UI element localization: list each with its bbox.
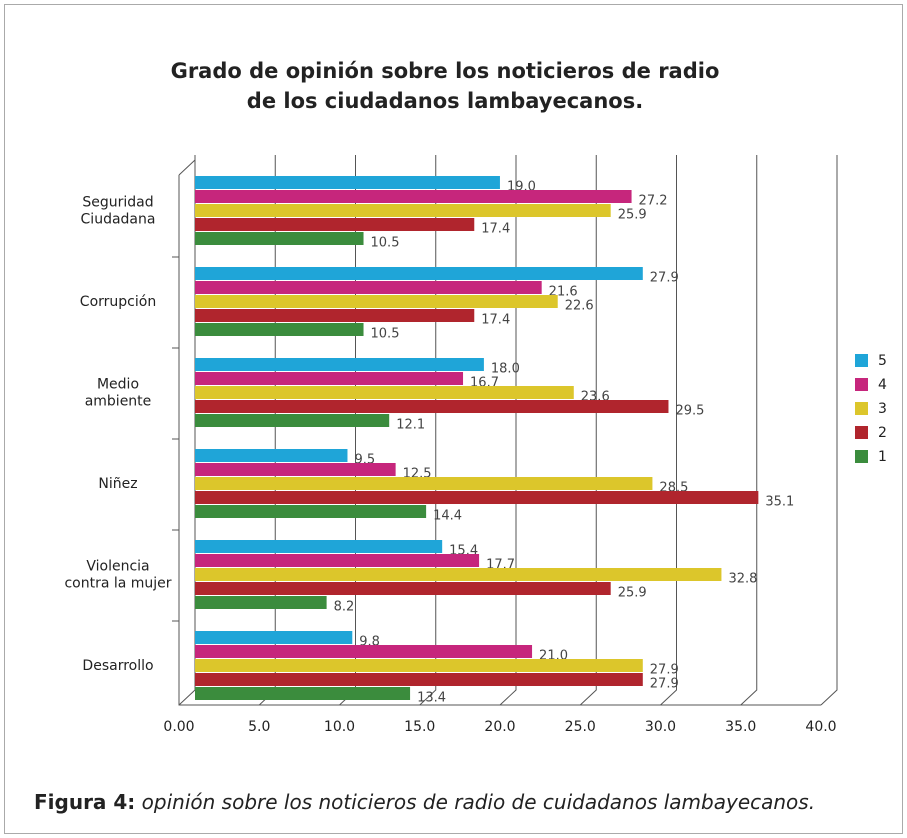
x-tick-label: 5.0 <box>248 719 270 735</box>
data-label: 35.1 <box>765 495 794 510</box>
legend-swatch <box>855 378 868 391</box>
bar <box>195 463 396 476</box>
grid-line <box>178 155 196 706</box>
legend-label: 2 <box>878 425 887 441</box>
bar <box>195 596 327 609</box>
bar <box>195 190 632 203</box>
grid-line <box>579 155 597 706</box>
x-tick-label: 30.0 <box>645 719 676 735</box>
legend-label: 3 <box>878 401 887 417</box>
legend-swatch <box>855 426 868 439</box>
bar <box>195 176 500 189</box>
bar <box>195 295 558 308</box>
bar <box>195 659 643 672</box>
grid-line <box>419 155 437 706</box>
bar <box>195 372 464 385</box>
x-tick-label: 40.0 <box>805 719 836 735</box>
legend-label: 4 <box>878 377 887 393</box>
x-tick-label: 15.0 <box>404 719 435 735</box>
y-tick-label: Desarrollo <box>82 658 153 674</box>
bar <box>195 267 643 280</box>
data-label: 29.5 <box>675 404 704 419</box>
bar <box>195 281 542 294</box>
bar <box>195 218 475 231</box>
data-label: 12.1 <box>396 418 425 433</box>
bar <box>195 673 643 686</box>
x-tick-label: 25.0 <box>565 719 596 735</box>
y-tick-label: Violencia contra la mujer <box>64 559 171 592</box>
bar <box>195 540 443 553</box>
caption: Figura 4: opinión sobre los noticieros d… <box>34 790 815 814</box>
axis-wall <box>178 159 196 176</box>
grid-line <box>499 155 517 706</box>
grid-line <box>660 155 677 706</box>
x-tick-label: 0.00 <box>163 719 194 735</box>
x-tick-label: 35.0 <box>725 719 756 735</box>
bar <box>195 687 411 700</box>
bar <box>195 449 348 462</box>
bar <box>195 582 611 595</box>
y-tick-label: Seguridad Ciudadana <box>81 195 156 228</box>
legend-label: 1 <box>878 449 887 465</box>
y-tick-label: Medio ambiente <box>85 377 152 410</box>
legend-swatch <box>855 402 868 415</box>
data-label: 14.4 <box>433 509 462 524</box>
data-label: 27.9 <box>650 271 679 286</box>
bar <box>195 505 427 518</box>
bar <box>195 386 574 399</box>
bar <box>195 358 484 371</box>
data-label: 27.2 <box>639 194 668 209</box>
caption-text: opinión sobre los noticieros de radio de… <box>142 790 815 814</box>
x-tick-label: 10.0 <box>324 719 355 735</box>
data-label: 10.5 <box>371 327 400 342</box>
data-label: 27.9 <box>650 677 679 692</box>
bar <box>195 204 611 217</box>
frame <box>4 4 903 834</box>
bar <box>195 232 364 245</box>
bar <box>195 309 475 322</box>
data-label: 13.4 <box>417 691 446 706</box>
data-label: 32.8 <box>728 572 757 587</box>
data-label: 25.9 <box>618 208 647 223</box>
caption-label: Figura 4: <box>34 790 135 814</box>
bar <box>195 568 722 581</box>
x-tick-label: 20.0 <box>484 719 515 735</box>
data-label: 27.9 <box>650 663 679 678</box>
chart-title: Grado de opinión sobre los noticieros de… <box>171 59 720 113</box>
data-label: 18.0 <box>491 362 520 377</box>
legend-label: 5 <box>878 353 887 369</box>
bar <box>195 400 669 413</box>
data-label: 25.9 <box>618 586 647 601</box>
bar <box>195 323 364 336</box>
bar <box>195 554 480 567</box>
y-tick-label: Niñez <box>98 476 137 492</box>
data-label: 17.4 <box>481 313 510 328</box>
legend-swatch <box>855 354 868 367</box>
bar <box>195 645 533 658</box>
legend-swatch <box>855 450 868 463</box>
data-label: 8.2 <box>334 600 355 615</box>
y-tick-label: Corrupción <box>80 294 156 310</box>
data-label: 10.5 <box>371 236 400 251</box>
bar <box>195 631 353 644</box>
bar <box>195 414 390 427</box>
data-label: 22.6 <box>565 299 594 314</box>
bar <box>195 491 759 504</box>
bar <box>195 477 653 490</box>
grid-line <box>820 155 838 706</box>
data-label: 17.4 <box>481 222 510 237</box>
grid-line <box>740 155 758 706</box>
